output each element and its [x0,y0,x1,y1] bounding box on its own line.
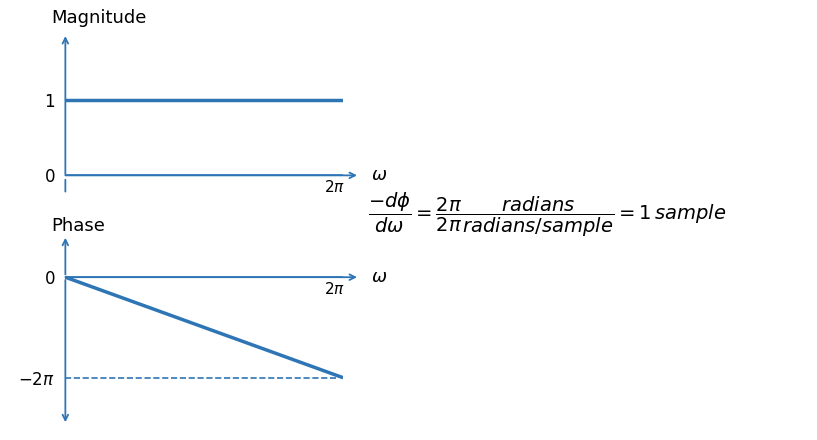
Text: $2\pi$: $2\pi$ [324,179,346,194]
Text: $\omega$: $\omega$ [371,166,387,184]
Text: $\omega$: $\omega$ [371,268,387,286]
Text: Phase: Phase [51,217,105,235]
Text: $\dfrac{-d\phi}{d\omega} = \dfrac{2\pi}{2\pi}\dfrac{\mathit{radians}}{\mathit{ra: $\dfrac{-d\phi}{d\omega} = \dfrac{2\pi}{… [368,191,726,239]
Text: Magnitude: Magnitude [51,9,147,27]
Text: $2\pi$: $2\pi$ [324,281,346,297]
